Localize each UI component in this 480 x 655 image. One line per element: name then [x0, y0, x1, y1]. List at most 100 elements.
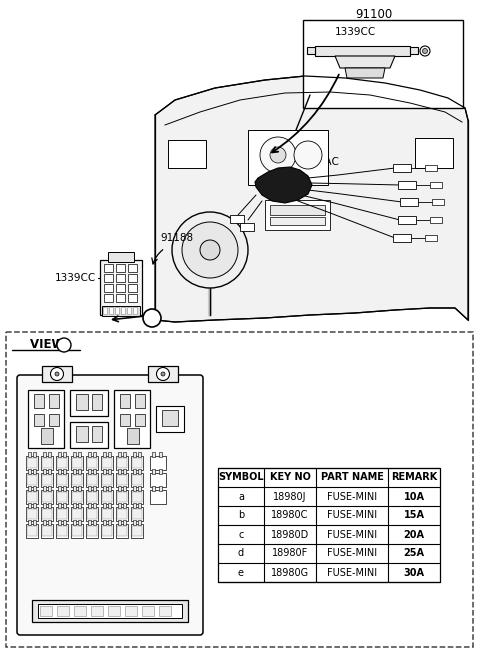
Bar	[58, 486, 61, 491]
Bar	[101, 490, 113, 504]
Bar	[218, 468, 440, 582]
Bar	[58, 469, 61, 474]
Bar	[159, 469, 162, 474]
Bar	[265, 200, 330, 230]
Bar	[102, 526, 112, 536]
Bar	[131, 473, 143, 487]
Bar	[108, 452, 111, 457]
Bar	[28, 503, 31, 508]
Polygon shape	[335, 56, 395, 68]
Bar	[43, 452, 46, 457]
Bar	[28, 520, 31, 525]
Bar	[116, 294, 125, 302]
Bar	[270, 217, 325, 225]
Bar	[71, 507, 83, 521]
Bar	[102, 458, 112, 468]
Bar	[156, 406, 184, 432]
Bar	[57, 475, 67, 485]
Bar	[71, 524, 83, 538]
Bar	[28, 469, 31, 474]
Bar	[102, 306, 140, 316]
Bar	[103, 486, 106, 491]
Bar	[116, 473, 128, 487]
Polygon shape	[315, 46, 410, 56]
Polygon shape	[155, 76, 468, 322]
Text: 1141AC: 1141AC	[299, 157, 340, 167]
Text: PART NAME: PART NAME	[321, 472, 384, 483]
Bar	[56, 456, 68, 470]
Bar	[101, 507, 113, 521]
Bar	[57, 458, 67, 468]
Bar	[138, 452, 141, 457]
Bar	[87, 458, 97, 468]
Bar	[88, 452, 91, 457]
Bar	[93, 452, 96, 457]
Bar	[57, 526, 67, 536]
Bar	[123, 469, 126, 474]
Text: REMARK: REMARK	[391, 472, 437, 483]
Bar	[118, 520, 121, 525]
Bar	[74, 606, 86, 616]
Circle shape	[50, 367, 63, 381]
Circle shape	[422, 48, 428, 54]
Bar	[78, 503, 81, 508]
Bar	[33, 520, 36, 525]
Bar	[33, 503, 36, 508]
Bar	[432, 199, 444, 205]
Text: FUSE-MINI: FUSE-MINI	[327, 491, 377, 502]
Text: 20A: 20A	[404, 529, 424, 540]
Bar	[101, 473, 113, 487]
Bar	[133, 503, 136, 508]
Bar	[138, 486, 141, 491]
Bar	[102, 492, 112, 502]
Bar	[57, 509, 67, 519]
Bar	[57, 492, 67, 502]
Bar	[102, 509, 112, 519]
Bar	[132, 526, 142, 536]
Bar	[48, 452, 51, 457]
Text: c: c	[238, 529, 244, 540]
Bar	[88, 469, 91, 474]
Bar	[49, 394, 59, 408]
Bar	[70, 422, 108, 448]
Bar	[117, 526, 127, 536]
Bar	[93, 469, 96, 474]
Text: A: A	[60, 341, 68, 350]
Bar	[159, 486, 162, 491]
Bar	[132, 509, 142, 519]
Bar	[425, 165, 437, 171]
Text: FUSE-MINI: FUSE-MINI	[327, 567, 377, 578]
Bar	[248, 130, 328, 185]
Bar	[118, 469, 121, 474]
Bar	[42, 458, 52, 468]
Bar	[43, 520, 46, 525]
Bar	[123, 520, 126, 525]
Bar	[108, 520, 111, 525]
Bar	[128, 274, 137, 282]
Bar	[117, 475, 127, 485]
Bar	[58, 452, 61, 457]
Bar	[76, 394, 88, 410]
Bar	[41, 473, 53, 487]
Bar	[91, 606, 103, 616]
Bar	[26, 524, 38, 538]
Bar	[71, 490, 83, 504]
Bar	[303, 20, 463, 108]
Bar	[123, 486, 126, 491]
Bar	[104, 294, 113, 302]
Bar	[78, 486, 81, 491]
Bar	[133, 469, 136, 474]
Bar	[72, 526, 82, 536]
Bar	[63, 520, 66, 525]
Bar	[104, 274, 113, 282]
Bar	[101, 524, 113, 538]
Bar	[133, 307, 137, 314]
Bar	[63, 452, 66, 457]
Bar	[71, 473, 83, 487]
Bar	[393, 164, 411, 172]
Bar	[117, 509, 127, 519]
Bar	[43, 469, 46, 474]
Bar	[127, 307, 131, 314]
Bar	[150, 490, 166, 504]
Bar	[33, 486, 36, 491]
